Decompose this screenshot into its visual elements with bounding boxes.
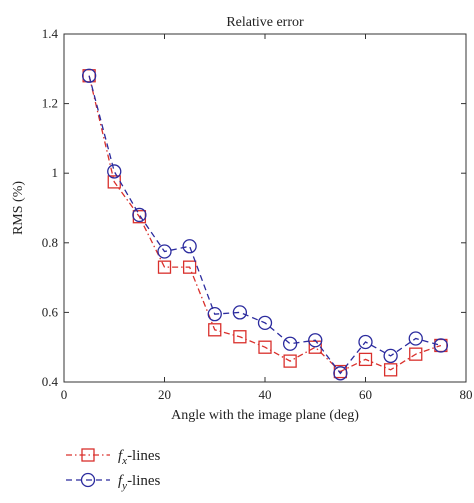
y-tick-label: 0.6	[42, 304, 59, 319]
legend-label-main: f	[118, 448, 124, 464]
x-tick-label: 40	[259, 387, 272, 402]
x-axis-ticks: 0 20 40 60 80	[61, 34, 473, 402]
x-tick-label: 20	[158, 387, 171, 402]
legend-label-main: f	[118, 473, 124, 489]
data-point-marker	[333, 366, 348, 381]
data-point-marker	[409, 347, 423, 361]
legend-marker	[81, 448, 95, 462]
data-point-marker	[433, 338, 449, 353]
y-tick-label: 1.2	[42, 96, 58, 111]
legend-label-suffix: -lines	[127, 448, 160, 464]
x-tick-label: 0	[61, 387, 68, 402]
x-axis-label: Angle with the image plane (deg)	[171, 408, 359, 423]
data-point-marker	[408, 331, 423, 346]
data-point-marker	[157, 260, 172, 274]
legend-label: fy-lines	[118, 473, 161, 492]
data-point-marker	[107, 164, 122, 179]
legend-label-subscript: x	[121, 455, 127, 467]
chart-title: Relative error	[226, 15, 304, 30]
data-point-marker	[308, 333, 323, 348]
legend-label-subscript: y	[121, 480, 127, 492]
x-tick-label: 60	[359, 387, 372, 402]
series-circle	[81, 68, 449, 381]
data-point-marker	[81, 68, 97, 83]
data-point-marker	[207, 306, 222, 322]
y-tick-label: 0.8	[42, 235, 58, 250]
series-square	[82, 69, 448, 379]
y-tick-label: 1.4	[42, 26, 59, 41]
series-layer	[81, 68, 449, 381]
data-point-marker	[157, 244, 172, 259]
y-tick-label: 0.4	[42, 374, 59, 389]
data-point-marker	[283, 354, 297, 368]
data-point-marker	[233, 330, 247, 344]
data-point-marker	[132, 207, 147, 223]
data-point-marker	[282, 336, 298, 351]
data-point-marker	[208, 323, 222, 337]
y-axis-ticks: 0.4 0.6 0.8 1 1.2 1.4	[42, 26, 466, 389]
data-point-marker	[358, 334, 373, 350]
legend-marker	[80, 472, 96, 488]
data-point-marker	[383, 348, 398, 364]
y-tick-label: 1	[52, 165, 59, 180]
data-point-marker	[257, 315, 273, 330]
y-axis-label: RMS (%)	[11, 181, 26, 235]
series-line	[88, 75, 442, 373]
series-line	[88, 75, 442, 375]
data-point-marker	[182, 239, 197, 254]
data-point-marker	[182, 260, 197, 274]
legend-label-suffix: -lines	[127, 473, 160, 489]
data-point-marker	[383, 363, 398, 377]
data-point-marker	[358, 352, 373, 367]
data-point-marker	[258, 340, 272, 354]
legend-label: fx-lines	[118, 448, 161, 467]
x-tick-label: 80	[460, 387, 473, 402]
data-point-marker	[232, 305, 248, 320]
